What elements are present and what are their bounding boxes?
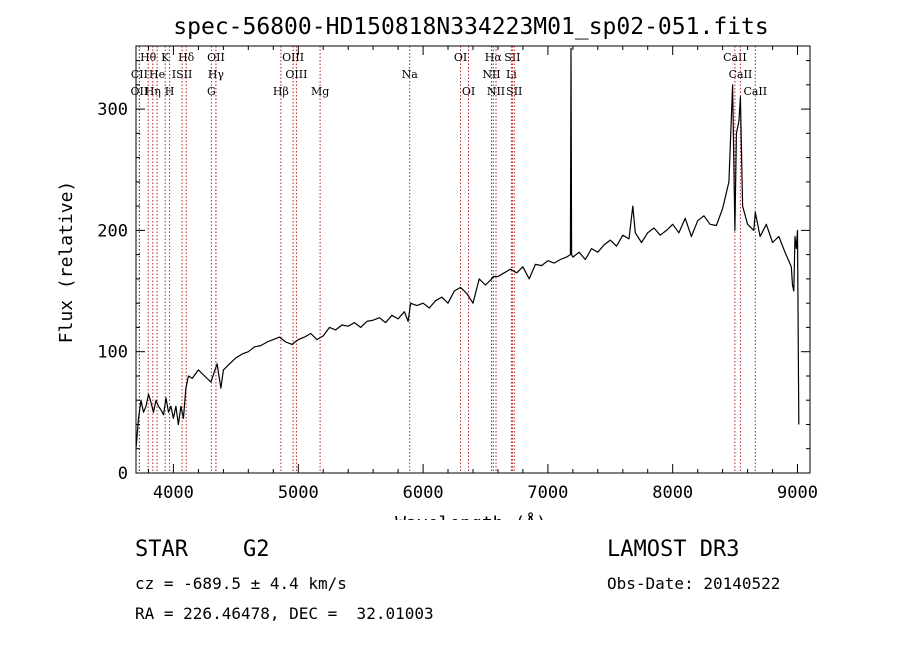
x-tick-label: 9000 [777, 483, 818, 503]
spectral-line-label: Li [506, 68, 517, 81]
y-tick-label: 300 [97, 100, 128, 120]
y-tick-label: 100 [97, 343, 128, 363]
spectral-subclass: G2 [243, 537, 270, 562]
x-tick-label: 8000 [652, 483, 693, 503]
spectral-line-label: Hη [145, 85, 161, 98]
axes: 4000 5000 6000 7000 8000 9000 0 100 200 300 [97, 46, 818, 503]
x-tick-label: 5000 [278, 483, 319, 503]
spectral-line-label: Hδ [178, 51, 195, 64]
spectral-line-label: OI [462, 85, 475, 98]
spectral-line-label: NII [487, 85, 505, 98]
coordinates-readout: RA = 226.46478, DEC = 32.01003 [135, 604, 434, 623]
object-type: STAR [135, 537, 188, 562]
spectral-line-label: SII [506, 85, 522, 98]
spectral-line-label: Na [402, 68, 419, 81]
spectral-line-label: OIII [285, 68, 307, 81]
chart-title: spec-56800-HD150818N334223M01_sp02-051.f… [173, 14, 768, 40]
spectral-line-label: CaII [723, 51, 747, 64]
y-tick-label: 0 [118, 464, 128, 484]
spectral-line-label: OIII [282, 51, 304, 64]
observation-date: Obs-Date: 20140522 [607, 574, 781, 593]
spectrum-chart: spec-56800-HD150818N334223M01_sp02-051.f… [56, 14, 818, 520]
x-tick-label: 4000 [153, 483, 194, 503]
redshift-readout: cz = -689.5 ± 4.4 km/s [135, 574, 347, 593]
x-tick-label: 6000 [403, 483, 444, 503]
spectral-line-label: CaII [729, 68, 753, 81]
y-axis-label: Flux (relative) [56, 181, 77, 344]
spectral-line-label: Hα [485, 51, 503, 64]
spectral-line-label: OI [454, 51, 467, 64]
x-axis-label: Wavelength (Å) [395, 512, 547, 520]
spectral-line-label: Mg [311, 85, 329, 98]
spectral-line-label: H [165, 85, 175, 98]
spectral-line-label: NII [482, 68, 500, 81]
spectral-line-label: Hθ [140, 51, 157, 64]
spectral-line-label: OII [131, 85, 149, 98]
spectral-line-label: K [161, 51, 170, 64]
x-tick-label: 7000 [527, 483, 568, 503]
flux-series [135, 47, 800, 449]
spectral-line-label: ISII [172, 68, 193, 81]
spectral-line-label: SII [504, 51, 520, 64]
flux-line [135, 47, 800, 449]
spectral-line-label: Hγ [208, 68, 225, 81]
plot-frame [135, 45, 811, 474]
survey-name: LAMOST DR3 [607, 537, 740, 562]
spectral-line-label: Hβ [273, 85, 289, 98]
y-tick-label: 200 [97, 221, 128, 241]
spectral-line-label: G [207, 85, 216, 98]
spectral-line-label: CaII [743, 85, 767, 98]
spectral-line-label: He [149, 68, 165, 81]
